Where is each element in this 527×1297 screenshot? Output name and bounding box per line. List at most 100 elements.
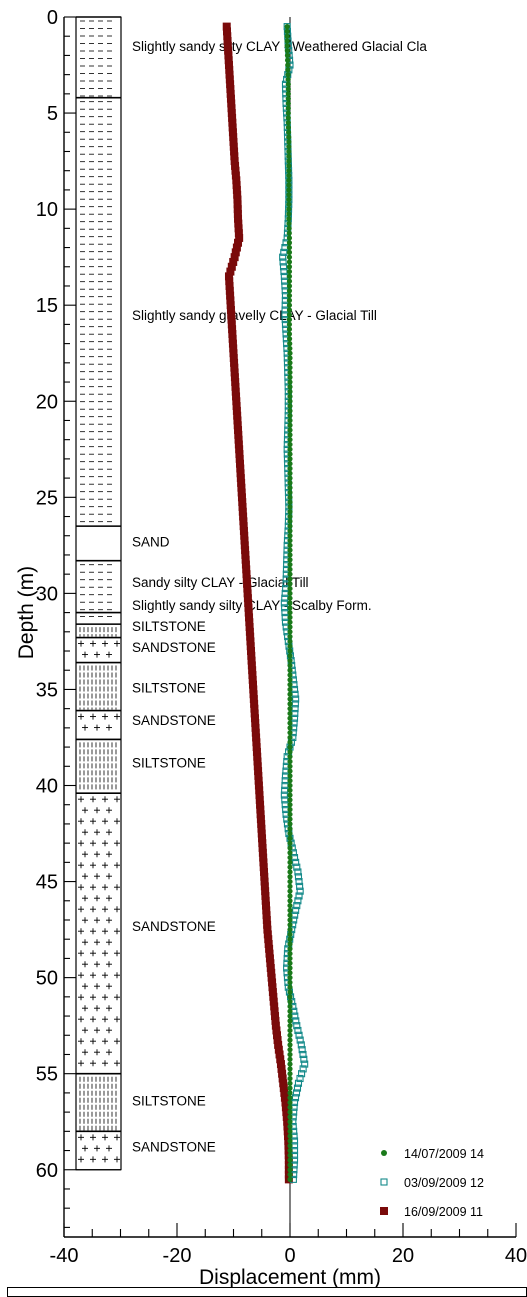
- data-point: [238, 498, 247, 507]
- data-point: [237, 493, 246, 502]
- data-point: [257, 829, 266, 838]
- data-point: [287, 408, 293, 414]
- data-point: [287, 902, 293, 909]
- data-point: [287, 643, 293, 649]
- data-point: [232, 243, 241, 252]
- data-point: [270, 1007, 279, 1016]
- data-point: [287, 710, 293, 717]
- data-point: [245, 618, 254, 627]
- data-point: [233, 200, 242, 209]
- data-point: [287, 739, 293, 745]
- data-point: [227, 104, 236, 113]
- data-point: [252, 743, 261, 752]
- data-point: [235, 454, 244, 463]
- data-point: [232, 406, 241, 415]
- data-point: [294, 868, 302, 876]
- data-point: [292, 1089, 301, 1097]
- data-point: [286, 264, 293, 270]
- data-point: [284, 24, 290, 30]
- data-point: [287, 898, 293, 904]
- data-point: [246, 637, 255, 646]
- data-point: [244, 608, 253, 617]
- data-point: [286, 192, 292, 198]
- data-point: [285, 96, 291, 102]
- data-point: [287, 389, 293, 395]
- data-point: [283, 1117, 292, 1126]
- stratum-box: [75, 792, 122, 1075]
- legend-entry: 03/09/2009 12: [380, 1176, 484, 1190]
- legend-entry: 14/07/2009 14: [381, 1147, 484, 1161]
- data-point: [273, 1031, 282, 1040]
- stratum: SANDSTONE: [75, 636, 216, 664]
- data-point: [287, 432, 293, 438]
- bottom-panel-frame: [7, 1287, 527, 1297]
- data-point: [286, 278, 293, 284]
- data-point: [261, 891, 270, 900]
- data-point: [281, 1103, 290, 1112]
- x-tick-label: -20: [163, 1245, 192, 1267]
- data-point: [281, 1098, 290, 1107]
- data-point: [287, 965, 293, 971]
- data-point: [227, 310, 236, 319]
- data-point: [292, 1017, 300, 1025]
- data-point: [234, 435, 243, 444]
- data-point: [279, 258, 287, 266]
- data-point: [287, 1147, 293, 1154]
- data-point: [252, 747, 261, 756]
- data-point: [226, 85, 235, 94]
- stratum-label: SILTSTONE: [132, 619, 206, 634]
- data-point: [286, 235, 293, 241]
- data-point: [278, 1074, 287, 1083]
- data-point: [287, 422, 293, 428]
- data-point: [287, 379, 293, 385]
- data-point: [261, 901, 270, 910]
- stratum-box: [75, 623, 122, 639]
- data-point: [233, 195, 242, 204]
- data-point: [287, 403, 293, 409]
- data-point: [287, 437, 293, 443]
- data-point: [271, 1021, 280, 1030]
- data-point: [227, 109, 236, 118]
- legend-marker: [380, 1178, 388, 1186]
- y-tick-label: 10: [36, 199, 58, 221]
- data-point: [286, 168, 292, 174]
- data-point: [257, 824, 266, 833]
- data-point: [287, 413, 293, 419]
- stratum-label: Slightly sandy silty CLAY - Weathered Gl…: [132, 39, 427, 54]
- stratum-label: SANDSTONE: [132, 713, 216, 728]
- data-point: [292, 695, 300, 703]
- data-point: [287, 960, 293, 966]
- data-point: [287, 624, 293, 630]
- data-point: [287, 821, 293, 827]
- data-point: [285, 72, 291, 78]
- data-point: [286, 144, 292, 150]
- data-point: [287, 528, 293, 534]
- data-point: [280, 1093, 289, 1102]
- data-point: [287, 893, 293, 899]
- data-point: [228, 128, 237, 137]
- data-point: [286, 240, 293, 246]
- data-point: [242, 574, 251, 583]
- data-point: [287, 600, 293, 606]
- data-point: [285, 67, 291, 73]
- data-point: [287, 619, 293, 625]
- legend-label: 14/07/2009 14: [404, 1147, 484, 1161]
- data-point: [263, 920, 272, 929]
- data-point: [239, 526, 248, 535]
- data-point: [244, 603, 253, 612]
- data-point: [287, 787, 293, 793]
- data-point: [299, 1050, 307, 1059]
- data-point: [255, 795, 264, 804]
- data-point: [225, 277, 234, 286]
- data-point: [273, 1036, 282, 1045]
- data-point: [253, 752, 262, 761]
- stratum-label: Slightly sandy gravelly CLAY - Glacial T…: [132, 308, 377, 323]
- data-point: [287, 864, 293, 870]
- data-point: [287, 1133, 293, 1139]
- data-point: [226, 80, 235, 89]
- stratum-box: [75, 710, 122, 740]
- data-point: [287, 797, 293, 803]
- data-point: [235, 445, 244, 454]
- y-axis-title: Depth (m): [15, 566, 38, 659]
